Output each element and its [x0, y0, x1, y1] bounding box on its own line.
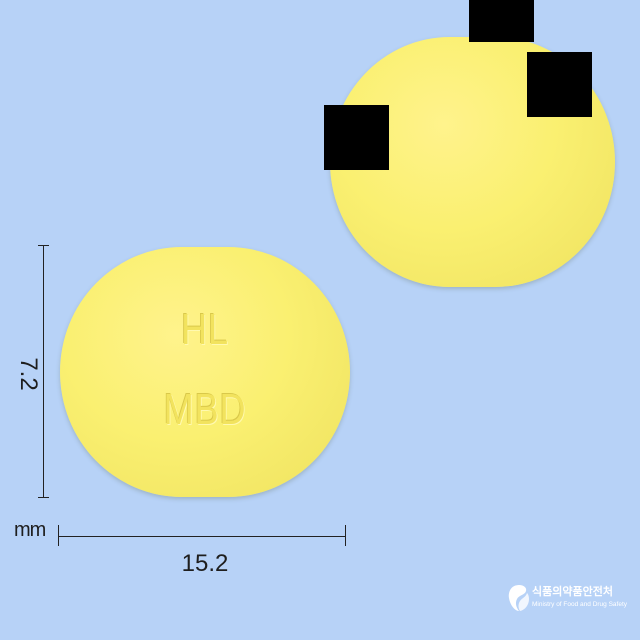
width-dimension-cap-right [345, 525, 346, 546]
width-dimension-label: 15.2 [181, 550, 229, 577]
width-dimension-cap-left [58, 525, 59, 546]
redaction-box [469, 0, 534, 42]
tablet-imprint-line2: MBD [163, 385, 247, 434]
height-dimension-cap-bottom [38, 497, 49, 498]
height-dimension-label: 7.2 [15, 357, 42, 391]
tablet-imprint-line1: HL [181, 305, 229, 354]
redaction-box [324, 105, 389, 170]
ministry-name-english: Ministry of Food and Drug Safety [532, 601, 628, 608]
height-dimension-line [43, 245, 44, 498]
width-dimension-line [58, 536, 346, 537]
ministry-logo: 식품의약품안전처 Ministry of Food and Drug Safet… [507, 580, 627, 620]
redaction-box [527, 52, 592, 117]
unit-label: mm [14, 519, 46, 541]
height-dimension-cap-top [38, 245, 49, 246]
ministry-name-korean: 식품의약품안전처 [532, 586, 613, 598]
tablet-front-view: HL MBD [60, 247, 350, 497]
ministry-emblem-icon [508, 585, 529, 611]
